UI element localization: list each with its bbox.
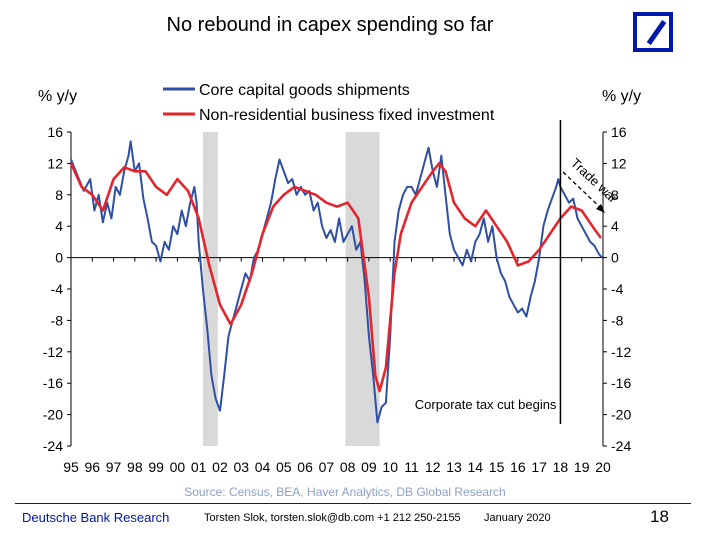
- source-note: Source: Census, BEA, Haver Analytics, DB…: [184, 485, 505, 499]
- y-tick-label-left: 4: [55, 218, 63, 234]
- page-number: 18: [650, 507, 669, 526]
- x-tick-label: 96: [84, 459, 100, 475]
- trade-war-arrow-line: [562, 171, 604, 211]
- footer-author: Torsten Slok, torsten.slok@db.com +1 212…: [204, 512, 461, 524]
- page-title: No rebound in capex spending so far: [166, 14, 494, 36]
- x-tick-label: 08: [340, 459, 356, 475]
- x-tick-label: 04: [255, 459, 271, 475]
- recession-band-0: [202, 132, 218, 446]
- x-tick-label: 15: [489, 459, 505, 475]
- y-tick-label-left: -12: [43, 344, 63, 360]
- x-tick-label: 07: [319, 459, 335, 475]
- x-tick-label: 20: [595, 459, 611, 475]
- x-tick-label: 02: [212, 459, 228, 475]
- footer-date: January 2020: [484, 512, 551, 524]
- y-tick-label-right: 8: [611, 187, 619, 203]
- y-tick-label-right: -4: [611, 281, 624, 297]
- legend-label-nonres: Non-residential business fixed investmen…: [199, 107, 495, 124]
- y-tick-label-right: 12: [611, 155, 627, 171]
- x-tick-label: 09: [361, 459, 377, 475]
- y-tick-label-left: -8: [51, 312, 64, 328]
- series-line-core-capital-goods: [70, 140, 603, 424]
- x-tick-label: 01: [191, 459, 207, 475]
- x-tick-label: 97: [106, 459, 122, 475]
- y-tick-label-left: -20: [43, 407, 63, 423]
- x-tick-label: 16: [510, 459, 526, 475]
- x-tick-label: 95: [63, 459, 79, 475]
- y-tick-label-left: 0: [55, 250, 63, 266]
- x-tick-label: 17: [531, 459, 547, 475]
- x-tick-label: 13: [446, 459, 462, 475]
- y-axis-label-right: % y/y: [602, 88, 641, 105]
- y-tick-label-left: 8: [55, 187, 63, 203]
- x-tick-label: 06: [297, 459, 313, 475]
- x-tick-label: 99: [148, 459, 164, 475]
- y-tick-label-left: -16: [43, 375, 63, 391]
- x-tick-label: 05: [276, 459, 292, 475]
- x-tick-label: 11: [404, 459, 419, 475]
- x-tick-label: 00: [170, 459, 186, 475]
- deutsche-bank-logo: [633, 12, 673, 52]
- y-tick-label-right: -20: [611, 407, 631, 423]
- y-tick-label-left: -24: [43, 438, 63, 454]
- x-tick-label: 12: [425, 459, 441, 475]
- y-tick-label-right: 16: [611, 124, 627, 140]
- legend-label-core: Core capital goods shipments: [199, 82, 410, 99]
- x-tick-label: 19: [574, 459, 590, 475]
- y-tick-label-left: 16: [47, 124, 63, 140]
- y-tick-label-left: 12: [47, 155, 63, 171]
- y-tick-label-right: -12: [611, 344, 631, 360]
- x-tick-label: 98: [127, 459, 143, 475]
- x-tick-label: 03: [233, 459, 249, 475]
- footer-divider: [15, 503, 691, 504]
- x-tick-label: 18: [553, 459, 569, 475]
- y-tick-label-right: 0: [611, 250, 619, 266]
- y-tick-label-left: -4: [51, 281, 64, 297]
- trade-war-arrow-head: [596, 204, 605, 213]
- y-tick-label-right: -24: [611, 438, 631, 454]
- x-tick-label: 10: [382, 459, 398, 475]
- x-tick-label: 14: [468, 459, 484, 475]
- series-line-nonres-investment: [69, 162, 602, 393]
- footer-brand: Deutsche Bank Research: [22, 510, 170, 525]
- y-tick-label-right: 4: [611, 218, 619, 234]
- y-tick-label-right: -8: [611, 312, 624, 328]
- y-tick-label-right: -16: [611, 375, 631, 391]
- tax-cut-annotation: Corporate tax cut begins: [415, 397, 557, 412]
- y-axis-label-left: % y/y: [38, 88, 77, 105]
